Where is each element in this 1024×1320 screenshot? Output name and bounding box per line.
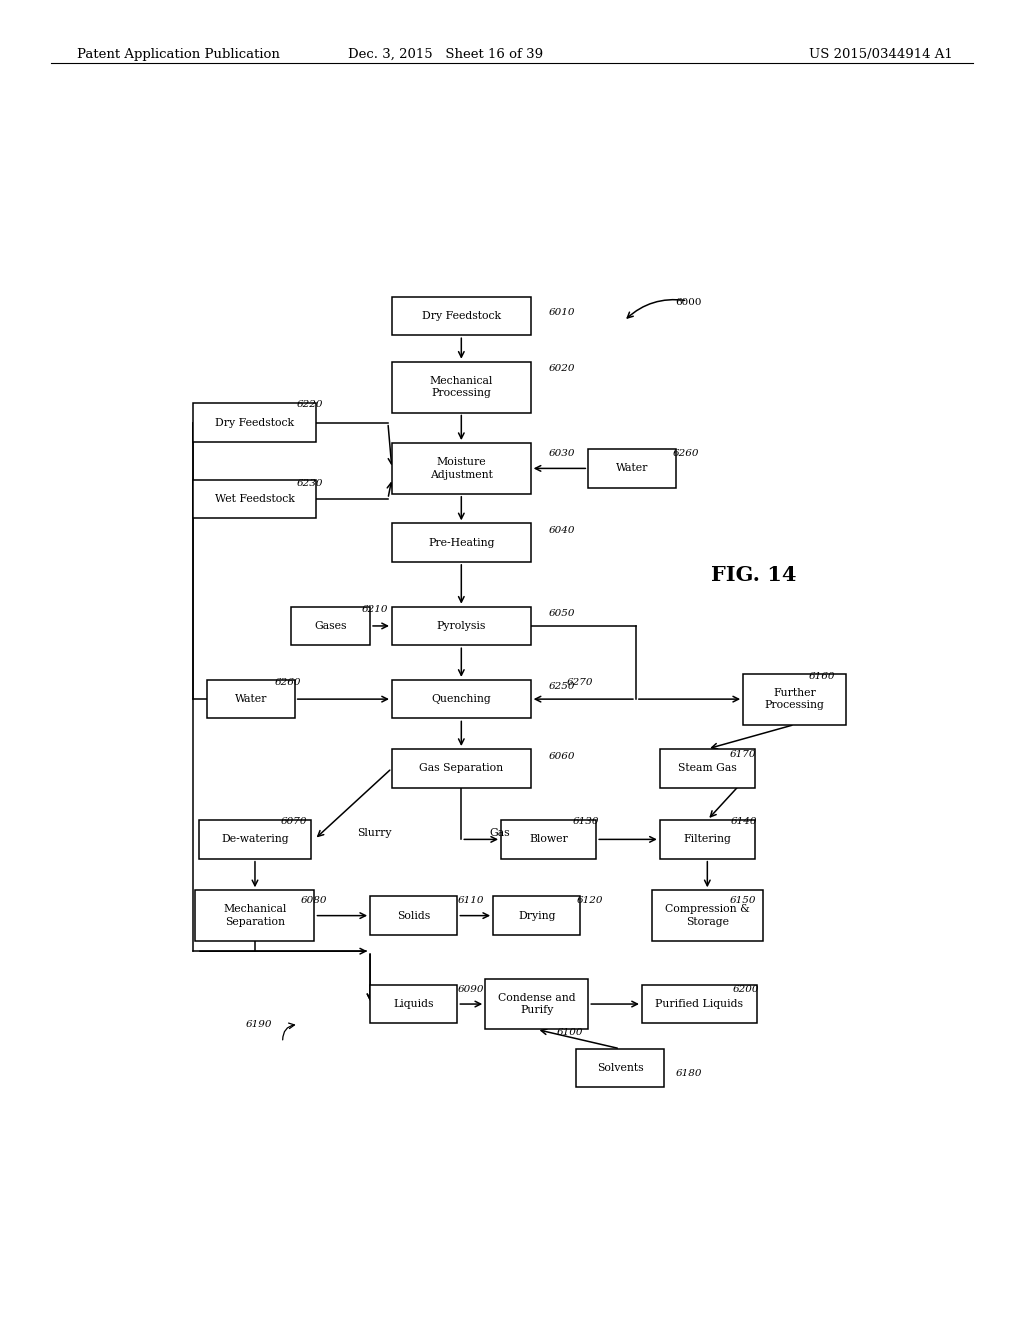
Text: 6260: 6260 <box>673 449 699 458</box>
Text: 6160: 6160 <box>809 672 836 681</box>
Text: Compression &
Storage: Compression & Storage <box>665 904 750 927</box>
Bar <box>485 978 588 1030</box>
Text: Pyrolysis: Pyrolysis <box>436 620 486 631</box>
Text: 6050: 6050 <box>549 610 575 618</box>
Text: 6100: 6100 <box>557 1028 583 1038</box>
Bar <box>743 673 846 725</box>
Text: Slurry: Slurry <box>356 828 391 838</box>
Text: 6110: 6110 <box>458 896 484 906</box>
Bar <box>659 748 755 788</box>
Text: 6230: 6230 <box>296 479 323 488</box>
Text: 6000: 6000 <box>676 298 702 308</box>
Bar <box>207 680 295 718</box>
Text: Water: Water <box>615 463 648 474</box>
Text: 6060: 6060 <box>549 751 575 760</box>
Text: Quenching: Quenching <box>431 694 492 704</box>
Text: Filtering: Filtering <box>683 834 731 845</box>
Text: 6020: 6020 <box>549 364 575 374</box>
Text: Further
Processing: Further Processing <box>765 688 824 710</box>
Bar <box>642 985 757 1023</box>
Text: 6210: 6210 <box>362 605 389 614</box>
Text: 6080: 6080 <box>301 896 328 906</box>
Bar <box>392 607 530 645</box>
Bar <box>370 985 458 1023</box>
Text: Solvents: Solvents <box>597 1063 643 1073</box>
Text: Patent Application Publication: Patent Application Publication <box>77 48 280 61</box>
Text: Purified Liquids: Purified Liquids <box>655 999 743 1008</box>
Bar <box>370 896 458 935</box>
Text: Moisture
Adjustment: Moisture Adjustment <box>430 457 493 479</box>
Text: 6200: 6200 <box>733 985 759 994</box>
Text: FIG. 14: FIG. 14 <box>712 565 797 585</box>
Text: 6180: 6180 <box>676 1069 702 1077</box>
Bar <box>196 890 314 941</box>
Text: Dry Feedstock: Dry Feedstock <box>215 417 295 428</box>
Bar <box>392 297 530 335</box>
Text: Mechanical
Processing: Mechanical Processing <box>430 376 493 399</box>
Bar <box>659 820 755 859</box>
Text: 6120: 6120 <box>577 896 603 906</box>
Text: 6040: 6040 <box>549 525 575 535</box>
Text: Liquids: Liquids <box>393 999 434 1008</box>
Bar <box>392 362 530 412</box>
Text: 6260: 6260 <box>274 678 301 688</box>
Bar <box>651 890 763 941</box>
Text: Pre-Heating: Pre-Heating <box>428 537 495 548</box>
Text: De-watering: De-watering <box>221 834 289 845</box>
Text: Gas Separation: Gas Separation <box>419 763 504 774</box>
Text: 6030: 6030 <box>549 449 575 458</box>
Bar <box>392 444 530 494</box>
Text: Mechanical
Separation: Mechanical Separation <box>223 904 287 927</box>
Bar <box>200 820 310 859</box>
Bar <box>291 607 370 645</box>
Text: Drying: Drying <box>518 911 555 920</box>
Bar <box>494 896 581 935</box>
Text: Water: Water <box>234 694 267 704</box>
Bar <box>194 479 316 519</box>
Text: Condense and
Purify: Condense and Purify <box>498 993 575 1015</box>
Text: 6220: 6220 <box>296 400 323 409</box>
Bar <box>588 449 676 487</box>
Text: 6250: 6250 <box>549 682 575 692</box>
Text: 6150: 6150 <box>729 896 756 906</box>
Bar <box>501 820 596 859</box>
Text: Wet Feedstock: Wet Feedstock <box>215 494 295 504</box>
Bar <box>392 680 530 718</box>
Bar <box>194 404 316 442</box>
Text: 6170: 6170 <box>729 750 756 759</box>
Text: Dec. 3, 2015   Sheet 16 of 39: Dec. 3, 2015 Sheet 16 of 39 <box>348 48 543 61</box>
Text: 6070: 6070 <box>281 817 307 825</box>
Text: 6270: 6270 <box>567 678 593 688</box>
Text: 6140: 6140 <box>731 817 758 825</box>
Text: 6190: 6190 <box>246 1020 272 1028</box>
Text: Blower: Blower <box>529 834 568 845</box>
Bar <box>392 523 530 562</box>
Text: 6090: 6090 <box>458 985 484 994</box>
Text: Dry Feedstock: Dry Feedstock <box>422 312 501 321</box>
Text: Steam Gas: Steam Gas <box>678 763 736 774</box>
Text: Solids: Solids <box>397 911 430 920</box>
Text: Gas: Gas <box>489 828 510 838</box>
Text: US 2015/0344914 A1: US 2015/0344914 A1 <box>809 48 952 61</box>
Text: 6010: 6010 <box>549 309 575 317</box>
Text: 6130: 6130 <box>572 817 599 825</box>
Bar <box>577 1049 664 1088</box>
Text: Gases: Gases <box>314 620 346 631</box>
Bar <box>392 748 530 788</box>
